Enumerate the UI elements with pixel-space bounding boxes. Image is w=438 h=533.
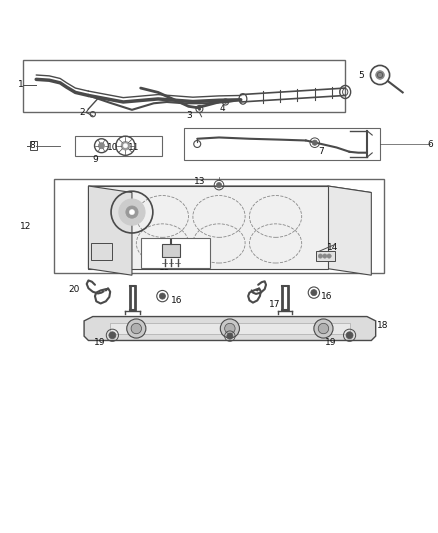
Text: 7: 7	[318, 147, 324, 156]
Circle shape	[119, 199, 145, 225]
Circle shape	[225, 324, 235, 334]
Circle shape	[131, 324, 141, 334]
Circle shape	[318, 254, 322, 258]
Text: 9: 9	[92, 155, 98, 164]
Bar	[91, 244, 112, 260]
Text: 19: 19	[325, 338, 336, 347]
Circle shape	[129, 209, 134, 215]
Text: 6: 6	[427, 140, 433, 149]
Text: 16: 16	[170, 295, 182, 304]
Bar	[141, 238, 210, 268]
Circle shape	[123, 143, 127, 148]
Text: 19: 19	[94, 338, 105, 347]
Circle shape	[220, 319, 240, 338]
Text: 12: 12	[20, 222, 31, 231]
Text: 16: 16	[321, 293, 333, 302]
Polygon shape	[328, 186, 371, 275]
Text: 20: 20	[69, 285, 80, 294]
Bar	[30, 141, 37, 150]
Bar	[110, 323, 350, 334]
Circle shape	[312, 140, 318, 146]
Circle shape	[224, 101, 227, 103]
Text: 15: 15	[159, 263, 170, 272]
Text: 17: 17	[269, 300, 280, 309]
Text: 18: 18	[376, 321, 388, 330]
Circle shape	[322, 254, 327, 258]
Text: 11: 11	[127, 143, 139, 152]
Polygon shape	[88, 186, 132, 275]
Text: 3: 3	[187, 111, 192, 120]
Circle shape	[99, 143, 105, 149]
Circle shape	[318, 324, 328, 334]
Text: 4: 4	[220, 104, 225, 113]
Circle shape	[126, 206, 138, 218]
Circle shape	[198, 108, 201, 110]
Bar	[23, 60, 345, 112]
Circle shape	[327, 254, 331, 258]
Circle shape	[346, 332, 353, 339]
Bar	[53, 180, 385, 273]
Text: 1: 1	[18, 80, 23, 89]
Bar	[162, 244, 180, 257]
Text: 8: 8	[30, 141, 35, 150]
Circle shape	[311, 289, 317, 296]
Polygon shape	[88, 186, 371, 192]
Circle shape	[121, 141, 130, 150]
Circle shape	[109, 332, 116, 339]
Circle shape	[314, 319, 333, 338]
Text: 13: 13	[194, 177, 205, 186]
Bar	[316, 251, 335, 261]
Bar	[184, 128, 380, 160]
Text: 2: 2	[79, 108, 85, 117]
Circle shape	[227, 333, 233, 339]
Circle shape	[127, 319, 146, 338]
Bar	[75, 136, 162, 156]
Polygon shape	[84, 317, 376, 341]
Text: 14: 14	[326, 243, 338, 252]
Circle shape	[376, 71, 385, 79]
Polygon shape	[88, 186, 328, 269]
Circle shape	[159, 293, 166, 299]
Circle shape	[216, 182, 222, 188]
Text: 5: 5	[358, 70, 364, 79]
Text: 10: 10	[106, 143, 118, 152]
